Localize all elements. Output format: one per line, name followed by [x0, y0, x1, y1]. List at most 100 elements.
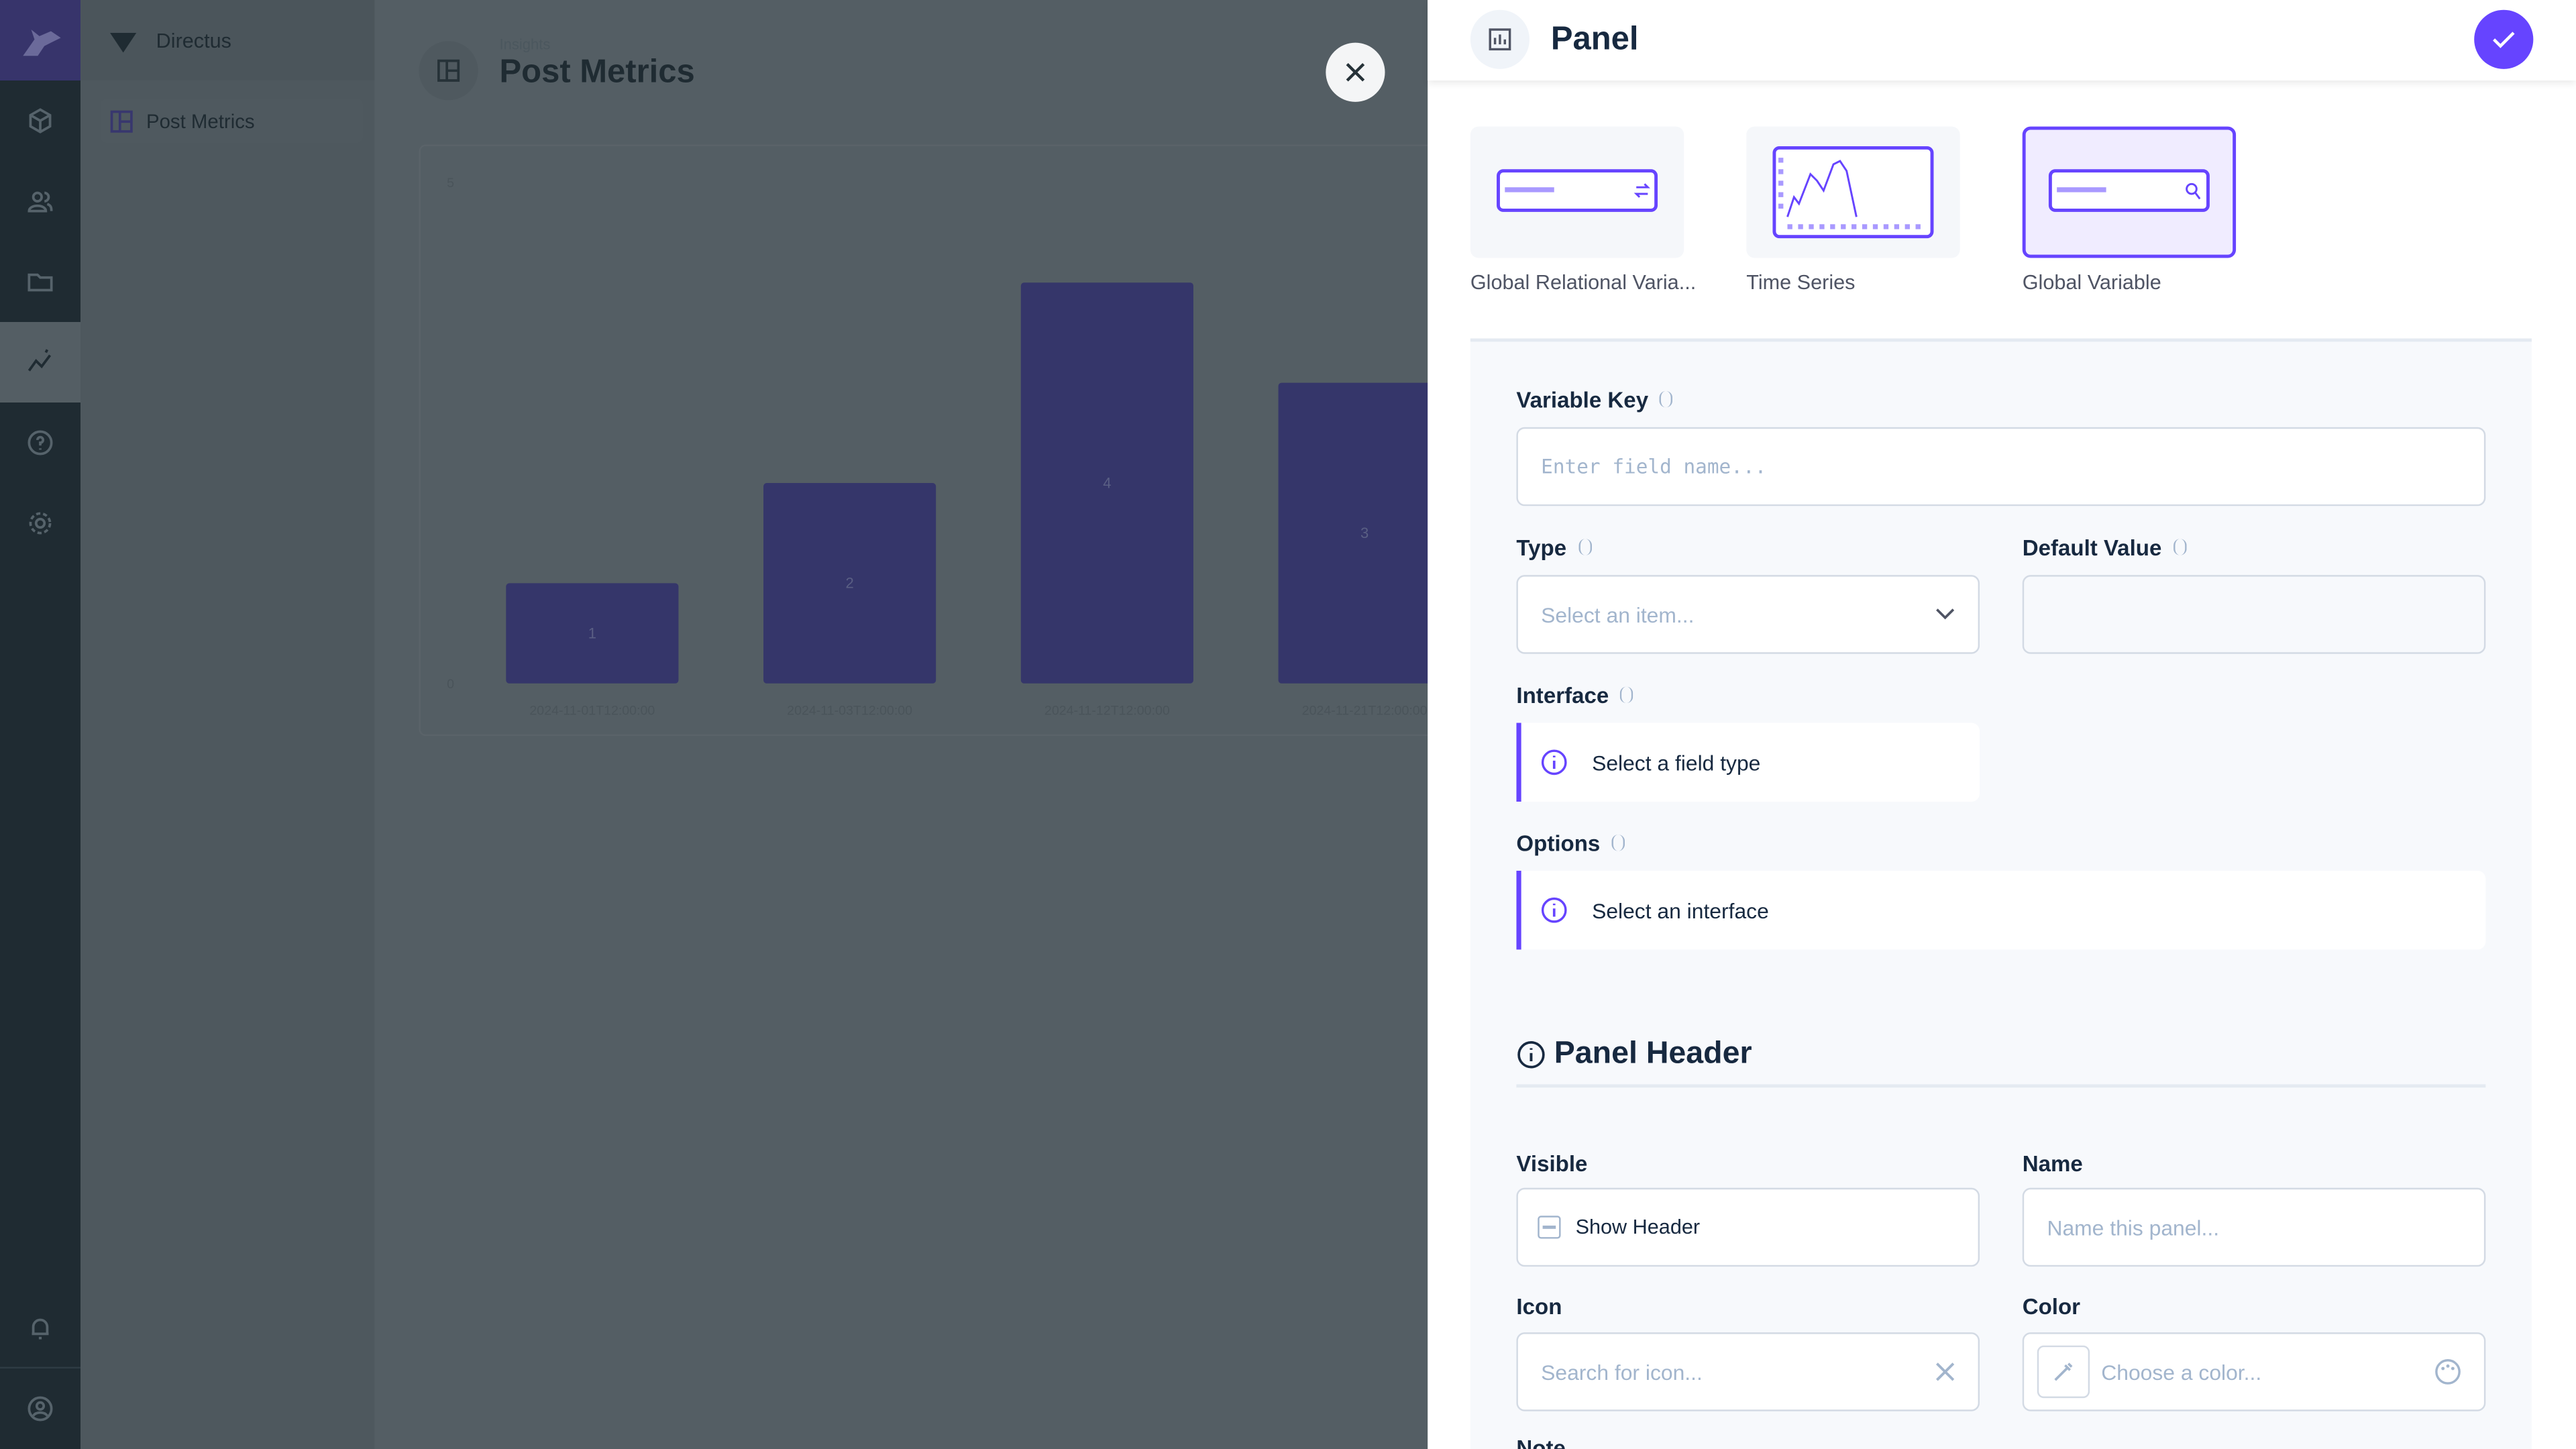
- info-icon: [1517, 1041, 1545, 1069]
- nav-files[interactable]: [0, 241, 80, 322]
- info-icon: [1541, 897, 1567, 923]
- bar-data-label: 1: [588, 625, 596, 641]
- project-header[interactable]: Directus: [80, 0, 375, 81]
- gear-icon: [29, 512, 52, 535]
- insights-dashboard: Insights Post Metrics 0 5 1 2024-11-01T12:0…: [374, 0, 1470, 1449]
- module-bar: [0, 0, 81, 1449]
- variable-key-label: Variable Key: [1516, 388, 1673, 413]
- show-header-checkbox[interactable]: Show Header: [1516, 1187, 1980, 1267]
- user-avatar-icon: [28, 1396, 53, 1421]
- notice-text: Select a field type: [1592, 749, 1761, 775]
- x-tick-label: 2024-11-12T12:00:00: [1044, 703, 1170, 718]
- directus-logo[interactable]: [0, 0, 81, 81]
- help-icon: [28, 430, 53, 455]
- checkbox-indeterminate-icon: [1538, 1216, 1561, 1239]
- bar-data-label: 4: [1103, 474, 1111, 491]
- panel-type-global-variable[interactable]: [2022, 126, 2237, 258]
- icon-label: Icon: [1516, 1294, 1562, 1320]
- info-icon: [1541, 749, 1567, 775]
- interface-label: Interface: [1516, 684, 1633, 708]
- variable-key-input[interactable]: Enter field name...: [1516, 427, 2486, 506]
- sidebar-item-label: Post Metrics: [146, 109, 255, 133]
- breadcrumb[interactable]: Insights: [499, 36, 551, 53]
- drawer-title: Panel: [1550, 21, 1639, 58]
- bar: [506, 583, 679, 684]
- panel-type-global-relational-variable[interactable]: [1470, 126, 1684, 258]
- type-placeholder: Select an item...: [1541, 602, 1695, 627]
- color-placeholder: Choose a color...: [2101, 1359, 2262, 1385]
- variable-braces-icon: [1660, 390, 1673, 408]
- project-gem-icon: [110, 32, 137, 52]
- bar: [1278, 382, 1451, 684]
- global-variable-preview-icon: [2048, 169, 2210, 212]
- color-label: Color: [2022, 1294, 2081, 1320]
- color-input[interactable]: Choose a color...: [2022, 1332, 2486, 1411]
- name-label: Name: [2022, 1151, 2083, 1177]
- bar: [763, 483, 936, 684]
- nav-settings[interactable]: [0, 483, 80, 564]
- variable-braces-icon: [1578, 539, 1591, 555]
- options-label: Options: [1516, 831, 1625, 856]
- icon-placeholder: Search for icon...: [1541, 1359, 1703, 1385]
- nav-insights[interactable]: [0, 322, 81, 403]
- chart-panel[interactable]: 0 5 1 2024-11-01T12:00:00 2 2024-11-03T12:00:…: [419, 144, 1470, 737]
- default-value-label: Default Value: [2023, 535, 2187, 560]
- type-select[interactable]: Select an item...: [1516, 575, 1980, 654]
- interface-notice: Select a field type: [1516, 722, 1980, 802]
- rabbit-logo-icon: [22, 28, 60, 56]
- icon-search-input[interactable]: Search for icon...: [1516, 1332, 1980, 1411]
- variable-braces-icon: [2173, 539, 2187, 555]
- nav-notifications[interactable]: [0, 1288, 80, 1368]
- default-value-input[interactable]: [2022, 575, 2486, 654]
- folder-icon: [28, 273, 53, 292]
- type-label: Type: [1516, 535, 1591, 560]
- nav-help[interactable]: [0, 402, 80, 483]
- bar-data-label: 3: [1360, 525, 1368, 541]
- nav-user[interactable]: [0, 1368, 80, 1449]
- close-icon: [1346, 62, 1365, 82]
- panel-type-label: Global Relational Varia...: [1470, 271, 1697, 294]
- nav-users[interactable]: [0, 161, 80, 241]
- x-tick-label: 2024-11-03T12:00:00: [787, 703, 912, 718]
- chevron-down-icon: [1936, 608, 1955, 620]
- palette-icon[interactable]: [2434, 1358, 2461, 1385]
- section-title-text: Panel Header: [1554, 1036, 1752, 1071]
- close-drawer-button[interactable]: [1326, 42, 1385, 102]
- panel-type-time-series[interactable]: [1746, 126, 1960, 258]
- check-icon: [2493, 32, 2515, 48]
- y-tick-label: 5: [447, 176, 454, 191]
- variable-braces-icon: [1620, 686, 1633, 704]
- variable-braces-icon: [1611, 835, 1625, 851]
- visible-label: Visible: [1516, 1151, 1588, 1177]
- y-tick-label: 0: [447, 677, 454, 692]
- x-tick-label: 2024-11-21T12:00:00: [1302, 703, 1428, 718]
- project-name: Directus: [156, 28, 231, 52]
- bar-chart-icon: [1489, 28, 1511, 51]
- section-divider: [1516, 1084, 2486, 1088]
- panel-type-label: Global Variable: [2022, 271, 2161, 294]
- insights-icon: [28, 349, 52, 372]
- page-title: Post Metrics: [499, 54, 695, 91]
- panel-name-input[interactable]: Name this panel...: [2022, 1187, 2486, 1267]
- options-notice: Select an interface: [1516, 870, 2486, 950]
- navigation-sidebar: Directus Post Metrics: [80, 0, 375, 1449]
- dashboard-icon: [437, 59, 460, 82]
- panel-type-label: Time Series: [1746, 271, 1856, 294]
- sidebar-item-post-metrics[interactable]: Post Metrics: [100, 98, 364, 144]
- clear-icon[interactable]: [1935, 1362, 1955, 1381]
- eyedropper-icon[interactable]: [2037, 1345, 2090, 1399]
- dashboard-icon: [110, 109, 133, 132]
- x-tick-label: 2024-11-01T12:00:00: [529, 703, 655, 718]
- panel-icon-badge: [1470, 9, 1530, 69]
- panel-drawer: Panel Global Relational Varia... Time Se…: [1428, 0, 2576, 1449]
- dashboard-icon-button: [419, 41, 478, 101]
- save-button[interactable]: [2474, 9, 2534, 69]
- note-label: Note: [1516, 1436, 1566, 1449]
- nav-content[interactable]: [0, 80, 80, 161]
- checkbox-label: Show Header: [1575, 1216, 1701, 1239]
- box-icon: [29, 108, 52, 133]
- bar: [1020, 282, 1193, 684]
- time-series-preview-icon: [1772, 146, 1934, 239]
- panel-header-section-title: Panel Header: [1516, 1036, 1752, 1073]
- notice-text: Select an interface: [1592, 898, 1769, 923]
